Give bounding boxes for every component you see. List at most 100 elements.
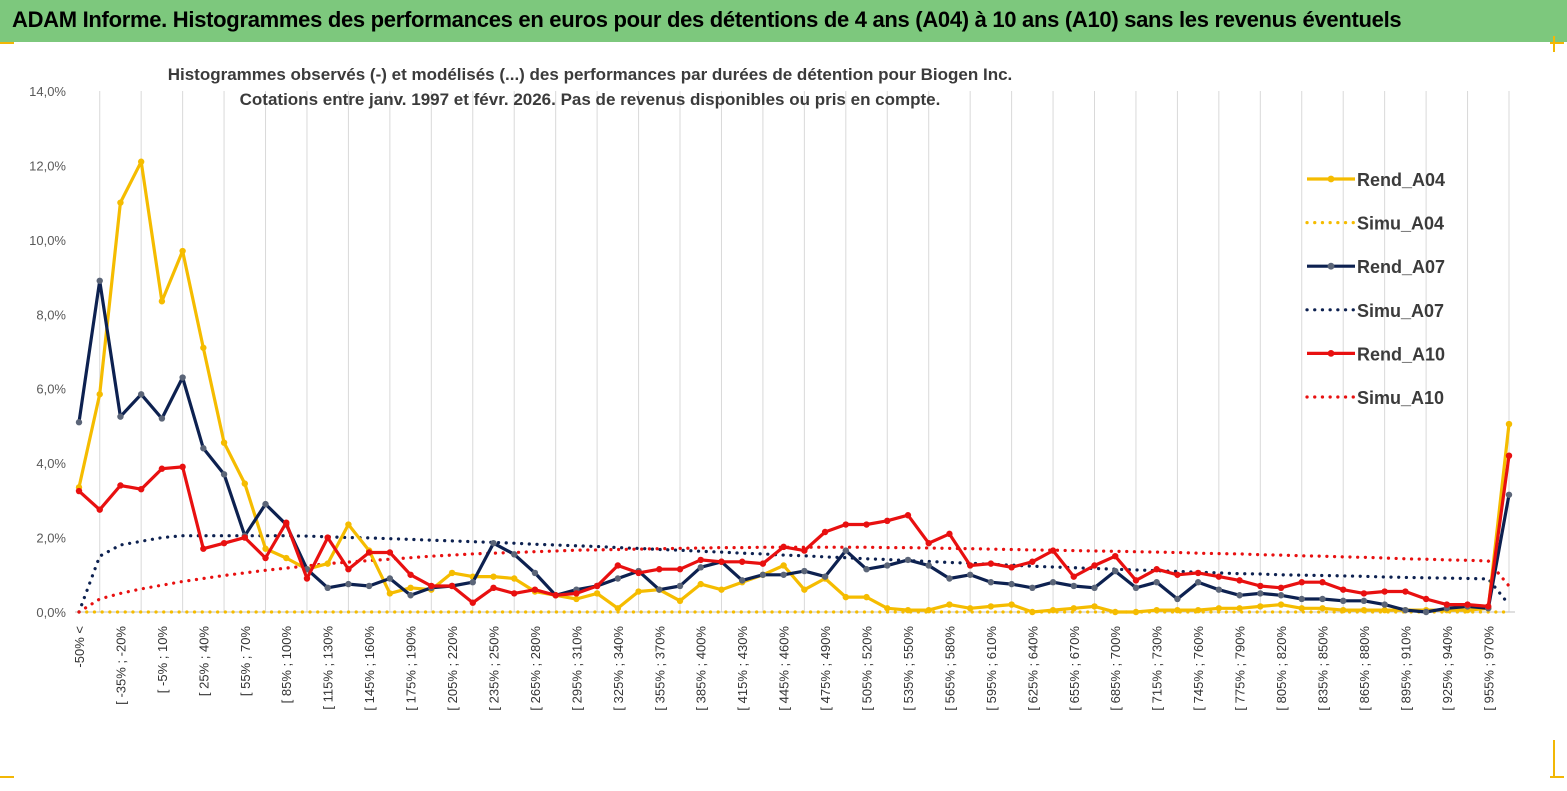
data-point <box>738 577 746 584</box>
data-point <box>345 566 352 573</box>
data-point <box>241 534 248 541</box>
performance-histogram-chart: 0,0% 2,0% 4,0% 6,0% 8,0% 10,0% 12,0% 14,0% -50% … <box>29 65 1515 711</box>
chart-title-line-1: Histogrammes observés (-) et modélisés (… <box>168 65 1013 84</box>
data-point <box>1464 601 1471 608</box>
data-point <box>1215 573 1223 580</box>
data-point <box>386 575 394 582</box>
data-point <box>1029 584 1036 592</box>
data-point <box>697 556 704 564</box>
legend-item-simu_a07: Simu_A07 <box>1305 301 1444 321</box>
data-point <box>303 575 311 582</box>
data-point <box>1360 590 1368 597</box>
data-point <box>1443 601 1451 608</box>
series-rend_a07 <box>75 277 1513 616</box>
data-point <box>884 517 891 525</box>
data-point <box>490 584 497 592</box>
data-point <box>117 482 124 489</box>
data-point <box>676 582 684 590</box>
series-line <box>77 279 1511 614</box>
data-point <box>573 590 580 597</box>
corner-accent-tr <box>1550 42 1564 44</box>
data-point <box>925 606 932 614</box>
data-point <box>635 569 642 577</box>
x-tick-label: [ -35% ; -20% <box>113 626 128 705</box>
data-point <box>966 571 974 578</box>
data-point <box>614 562 622 569</box>
x-tick-label: [ -5% ; 10% <box>155 626 170 694</box>
data-point <box>1174 595 1181 603</box>
data-point <box>1049 547 1057 554</box>
data-point <box>1132 584 1140 592</box>
data-point <box>1112 567 1119 575</box>
data-point <box>884 562 891 569</box>
data-point <box>1174 571 1181 578</box>
data-point <box>75 487 83 495</box>
data-point <box>1008 601 1015 608</box>
data-point <box>1091 562 1098 569</box>
data-point <box>904 556 912 564</box>
data-point <box>1029 558 1036 565</box>
x-tick-label: [ 595% ; 610% <box>984 626 999 711</box>
data-point <box>821 528 829 536</box>
data-point <box>386 590 394 597</box>
x-tick-label: [ 85% ; 100% <box>279 626 294 704</box>
chart-title: Histogrammes observés (-) et modélisés (… <box>168 65 1013 109</box>
data-point <box>614 575 622 582</box>
x-tick-label: [ 895% ; 910% <box>1398 626 1413 711</box>
data-point <box>531 586 539 593</box>
legend-item-simu_a04: Simu_A04 <box>1305 214 1444 234</box>
x-tick-label: [ 385% ; 400% <box>694 626 709 711</box>
data-point <box>220 439 228 446</box>
data-point <box>200 545 207 552</box>
data-point <box>1360 606 1368 614</box>
legend-label: Rend_A10 <box>1357 344 1445 364</box>
data-point <box>759 571 767 578</box>
data-point <box>1402 606 1409 614</box>
data-point <box>1070 573 1077 580</box>
x-tick-label: [ 775% ; 790% <box>1233 626 1248 711</box>
x-tick-label: [ 475% ; 490% <box>818 626 833 711</box>
data-point <box>365 582 373 590</box>
data-point <box>531 569 539 577</box>
data-point <box>593 590 601 597</box>
x-tick-label: [ 115% ; 130% <box>321 626 336 710</box>
data-point <box>511 551 518 558</box>
data-point <box>635 588 642 595</box>
data-point <box>656 566 663 573</box>
x-tick-label: [ 325% ; 340% <box>611 626 626 711</box>
data-point <box>158 298 166 305</box>
data-point <box>1153 579 1160 586</box>
data-point <box>759 560 767 567</box>
data-point <box>96 506 103 513</box>
y-tick-label: 6,0% <box>36 382 66 397</box>
x-tick-label: [ 295% ; 310% <box>569 626 584 711</box>
data-point <box>179 374 186 381</box>
corner-accent-br <box>1550 776 1564 778</box>
data-point <box>469 599 476 606</box>
data-point <box>1485 603 1492 610</box>
data-point <box>262 500 269 508</box>
legend-marker <box>1327 175 1335 183</box>
data-point <box>137 158 145 165</box>
data-point <box>1277 601 1285 608</box>
data-point <box>946 575 953 582</box>
data-point <box>904 512 912 519</box>
data-point <box>697 580 704 588</box>
data-point <box>1049 579 1057 586</box>
data-point <box>697 564 704 571</box>
x-tick-label: [ 25% ; 40% <box>196 626 211 697</box>
report-title: ADAM Informe. Histogrammes des performan… <box>12 7 1402 32</box>
data-point <box>946 530 953 538</box>
data-point <box>117 413 124 420</box>
data-point <box>1402 588 1409 595</box>
x-tick-label: [ 715% ; 730% <box>1150 626 1165 711</box>
data-point <box>1091 584 1098 592</box>
legend-item-rend_a07: Rend_A07 <box>1307 257 1445 277</box>
data-point <box>1505 491 1513 498</box>
data-point <box>573 595 580 603</box>
data-point <box>552 592 559 599</box>
legend-item-simu_a10: Simu_A10 <box>1305 388 1444 408</box>
legend-label: Rend_A07 <box>1357 257 1445 277</box>
data-point <box>1236 605 1243 612</box>
data-point <box>75 419 83 426</box>
